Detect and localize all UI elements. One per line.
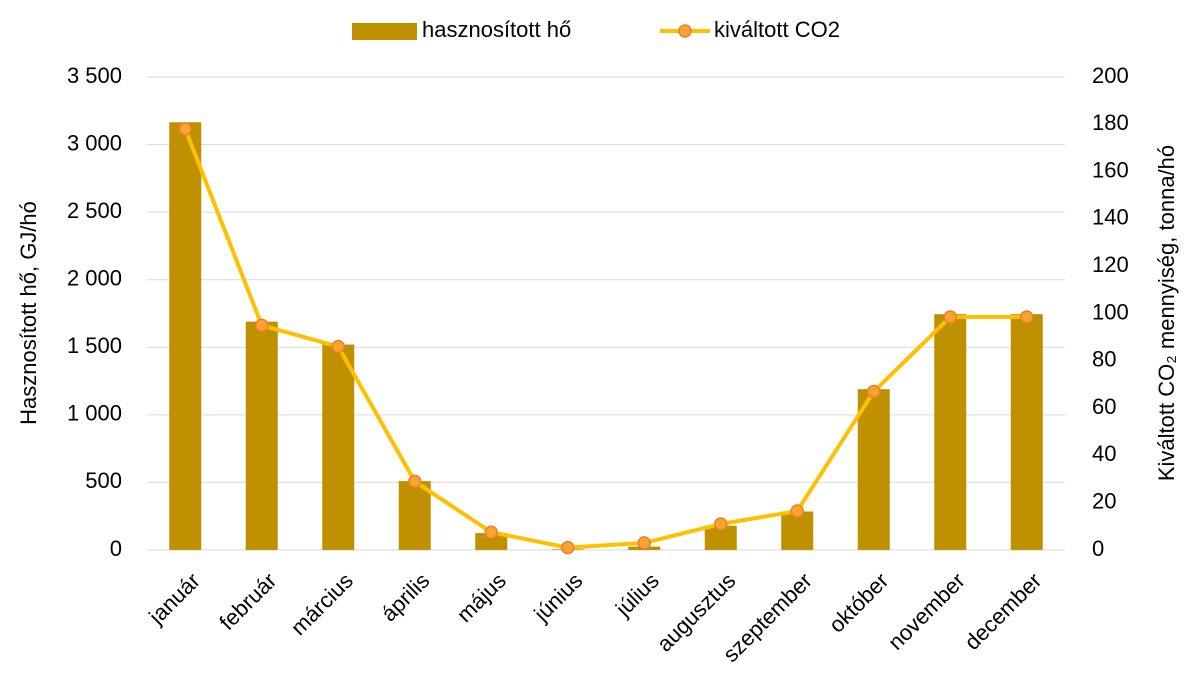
y2-tick-label: 100 [1092, 299, 1129, 324]
marker [561, 540, 575, 555]
marker [1020, 310, 1034, 324]
y2-tick-label: 140 [1092, 205, 1129, 230]
legend-marker [678, 24, 692, 38]
y-tick-label: 2 000 [67, 266, 122, 291]
y-tick-label: 3 500 [67, 63, 122, 88]
y-tick-label: 1 000 [67, 401, 122, 426]
line [183, 128, 1027, 550]
marker [714, 517, 728, 531]
y-tick-label: 1 500 [67, 333, 122, 358]
y2-tick-label: 180 [1092, 110, 1129, 135]
y2-tick-label: 200 [1092, 63, 1129, 88]
bar [169, 122, 202, 550]
marker [408, 474, 422, 489]
bar [934, 314, 967, 550]
x-tick-label: december [960, 568, 1047, 655]
bar [1010, 314, 1043, 550]
marker [637, 536, 651, 550]
x-tick-label: július [610, 568, 664, 622]
marker [255, 318, 269, 333]
y2-tick-label: 80 [1092, 347, 1116, 372]
legend-label: hasznosított hő [422, 17, 571, 42]
y2-tick-label: 0 [1092, 536, 1104, 561]
x-tick-label: április [376, 568, 434, 626]
x-tick-label: október [824, 568, 894, 638]
marker [331, 339, 345, 354]
y-tick-label: 500 [85, 468, 122, 493]
bar [781, 511, 814, 550]
bar [322, 344, 355, 550]
x-tick-label: május [452, 568, 511, 627]
y2-axis-label: Kiváltott CO₂ mennyiség, tonna/hó [1154, 145, 1179, 481]
marker [790, 504, 804, 518]
bar [245, 321, 278, 550]
x-tick-label: november [883, 568, 970, 655]
y2-tick-label: 20 [1092, 489, 1116, 514]
bar [857, 389, 890, 550]
y2-tick-label: 40 [1092, 441, 1116, 466]
y-tick-label: 0 [110, 536, 122, 561]
y-axis-label: Hasznosított hő, GJ/hó [16, 201, 41, 425]
x-tick-label: február [214, 568, 281, 635]
y2-tick-label: 60 [1092, 394, 1116, 419]
marker [943, 310, 957, 324]
legend-swatch [352, 23, 417, 40]
bar [475, 533, 508, 550]
x-tick-label: január [143, 568, 205, 630]
x-tick-label: június [528, 568, 587, 627]
legend-label: kiváltott CO2 [714, 17, 840, 42]
y-tick-label: 2 500 [67, 198, 122, 223]
y2-tick-label: 120 [1092, 252, 1129, 277]
marker [867, 384, 881, 399]
y2-tick-label: 160 [1092, 157, 1129, 182]
marker [178, 122, 192, 136]
x-tick-label: március [286, 568, 358, 640]
y-tick-label: 3 000 [67, 130, 122, 155]
marker [484, 525, 498, 540]
bar [398, 481, 431, 550]
